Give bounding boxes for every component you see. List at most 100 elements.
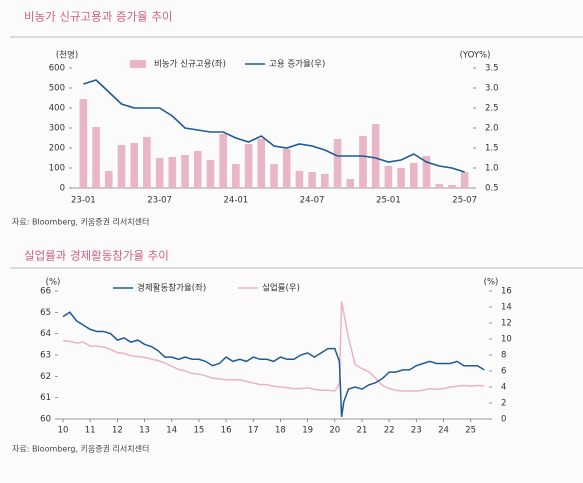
y-tick-label: 500 bbox=[49, 84, 65, 94]
x-tick-label: 24 bbox=[438, 426, 449, 436]
y2-tick-label: 2.0 bbox=[485, 124, 499, 134]
bar bbox=[346, 179, 355, 188]
y2-tick-label: 6 bbox=[501, 367, 506, 377]
bar bbox=[79, 99, 88, 188]
y-tick-label: 60 bbox=[40, 415, 51, 425]
x-tick-label: 13 bbox=[139, 426, 150, 436]
y-tick-label: 100 bbox=[49, 164, 65, 174]
y2-tick-label: 14 bbox=[501, 303, 512, 313]
x-tick-label: 22 bbox=[384, 426, 395, 436]
x-tick-label: 24-01 bbox=[224, 196, 249, 206]
x-tick-label: 15 bbox=[193, 426, 204, 436]
x-tick-label: 16 bbox=[221, 426, 232, 436]
line bbox=[83, 79, 465, 173]
bar bbox=[257, 139, 266, 188]
bar bbox=[384, 166, 393, 188]
x-tick-label: 11 bbox=[85, 426, 96, 436]
bar bbox=[409, 163, 418, 188]
bar bbox=[155, 158, 164, 188]
chart-title: 비농가 신규고용과 증가율 추이 bbox=[24, 10, 173, 24]
y-tick-label: 62 bbox=[40, 372, 51, 382]
y2-tick-label: 2.5 bbox=[485, 104, 499, 114]
bar bbox=[104, 171, 113, 188]
y2-tick-label: 3.5 bbox=[485, 64, 499, 74]
bar bbox=[206, 160, 215, 188]
bar bbox=[460, 172, 469, 188]
source: 자료: Bloomberg, 키움증권 리서치센터 bbox=[12, 444, 149, 454]
legend-swatch bbox=[130, 60, 146, 68]
bar bbox=[435, 184, 444, 188]
y-tick-label: 400 bbox=[49, 104, 65, 114]
y2-tick-label: 8 bbox=[501, 351, 506, 361]
x-tick-label: 19 bbox=[302, 426, 313, 436]
bar bbox=[219, 134, 227, 188]
x-tick-label: 21 bbox=[357, 426, 368, 436]
x-tick-label: 20 bbox=[329, 426, 340, 436]
y-unit: (천명) bbox=[56, 50, 78, 61]
x-tick-label: 23-07 bbox=[147, 196, 172, 206]
x-tick-label: 25-01 bbox=[376, 196, 401, 206]
bar bbox=[92, 127, 100, 188]
y2-tick-label: 10 bbox=[501, 335, 512, 345]
y2-tick-label: 1.5 bbox=[485, 144, 499, 154]
y2-tick-label: 16 bbox=[501, 287, 512, 297]
y-tick-label: 300 bbox=[49, 124, 65, 134]
y-tick-label: 0 bbox=[60, 184, 65, 194]
bar bbox=[270, 164, 278, 188]
x-tick-label: 10 bbox=[58, 426, 69, 436]
x-tick-label: 12 bbox=[112, 426, 123, 436]
y2-unit: (YOY%) bbox=[460, 51, 491, 61]
x-tick-label: 24-07 bbox=[300, 196, 325, 206]
y2-tick-label: 0 bbox=[501, 415, 506, 425]
bar bbox=[193, 151, 202, 188]
y-tick-label: 65 bbox=[40, 308, 51, 318]
bar bbox=[181, 155, 189, 188]
bar bbox=[333, 139, 342, 188]
y-tick-label: 64 bbox=[40, 329, 51, 339]
y-tick-label: 66 bbox=[40, 287, 51, 297]
line bbox=[62, 311, 485, 418]
bar bbox=[168, 157, 177, 188]
bar bbox=[295, 171, 304, 188]
bar bbox=[143, 137, 151, 188]
y2-tick-label: 4 bbox=[501, 383, 506, 393]
y-tick-label: 63 bbox=[40, 351, 51, 361]
bar bbox=[244, 144, 253, 188]
bar bbox=[282, 149, 291, 188]
bar bbox=[308, 172, 316, 188]
bar bbox=[397, 168, 405, 188]
x-tick-label: 17 bbox=[248, 426, 259, 436]
line bbox=[62, 301, 485, 392]
y-tick-label: 600 bbox=[49, 64, 65, 74]
y2-tick-label: 12 bbox=[501, 319, 512, 329]
y2-unit: (%) bbox=[484, 278, 499, 288]
bar bbox=[448, 185, 456, 188]
bar bbox=[117, 145, 126, 188]
legend-label: 경제활동참가율(좌) bbox=[137, 283, 206, 294]
y-tick-label: 61 bbox=[40, 393, 51, 403]
legend-label: 비농가 신규고용(좌) bbox=[154, 60, 226, 70]
source: 자료: Bloomberg, 키움증권 리서치센터 bbox=[12, 217, 149, 227]
y2-tick-label: 3.0 bbox=[485, 84, 499, 94]
x-tick-label: 25-07 bbox=[452, 196, 477, 206]
x-tick-label: 18 bbox=[275, 426, 286, 436]
y2-tick-label: 0.5 bbox=[485, 184, 499, 194]
x-tick-label: 25 bbox=[465, 426, 476, 436]
y2-tick-label: 1.0 bbox=[485, 164, 499, 174]
y2-tick-label: 2 bbox=[501, 399, 506, 409]
x-tick-label: 14 bbox=[166, 426, 177, 436]
chart-title: 실업률과 경제활동참가율 추이 bbox=[24, 249, 169, 263]
x-tick-label: 23-01 bbox=[71, 196, 96, 206]
bar bbox=[359, 136, 367, 188]
bar bbox=[422, 156, 431, 188]
bar bbox=[321, 174, 329, 188]
bar bbox=[130, 143, 139, 188]
x-tick-label: 23 bbox=[411, 426, 422, 436]
bar bbox=[371, 124, 380, 188]
legend-label: 고용 증가율(우) bbox=[269, 60, 325, 70]
y-unit: (%) bbox=[46, 278, 61, 288]
bar bbox=[232, 164, 240, 188]
legend-label: 실업률(우) bbox=[262, 283, 300, 294]
y-tick-label: 200 bbox=[49, 144, 65, 154]
